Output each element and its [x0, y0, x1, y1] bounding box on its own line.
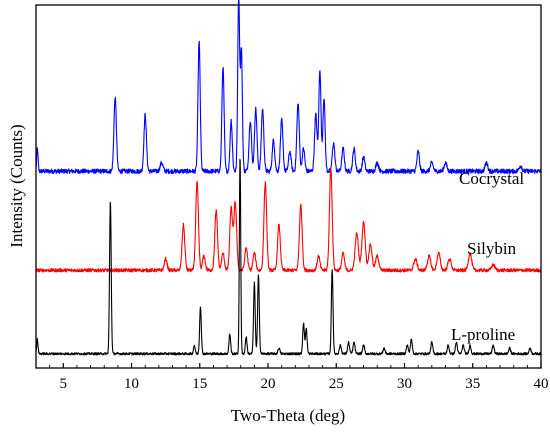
series-layer	[35, 0, 542, 356]
series-line-l-proline	[35, 158, 542, 356]
y-axis-title: Intensity (Counts)	[7, 124, 26, 247]
x-tick-label: 20	[261, 376, 276, 392]
x-axis-ticks: 5 10 15 20 25 30 35 40	[35, 363, 549, 392]
plot-frame	[35, 4, 542, 369]
x-tick-label: 40	[534, 376, 549, 392]
x-tick-label: 15	[192, 376, 207, 392]
x-tick-label: 35	[465, 376, 480, 392]
x-axis-title: Two-Theta (deg)	[231, 406, 345, 425]
series-label-l-proline: L-proline	[451, 325, 515, 344]
series-line-silybin	[35, 168, 542, 273]
series-label-silybin: Silybin	[467, 239, 517, 258]
x-tick-label: 25	[329, 376, 344, 392]
x-tick-label: 30	[397, 376, 412, 392]
series-line-cocrystal	[35, 0, 542, 175]
series-label-cocrystal: Cocrystal	[459, 169, 524, 188]
x-tick-label: 10	[124, 376, 139, 392]
x-tick-label: 5	[60, 376, 68, 392]
